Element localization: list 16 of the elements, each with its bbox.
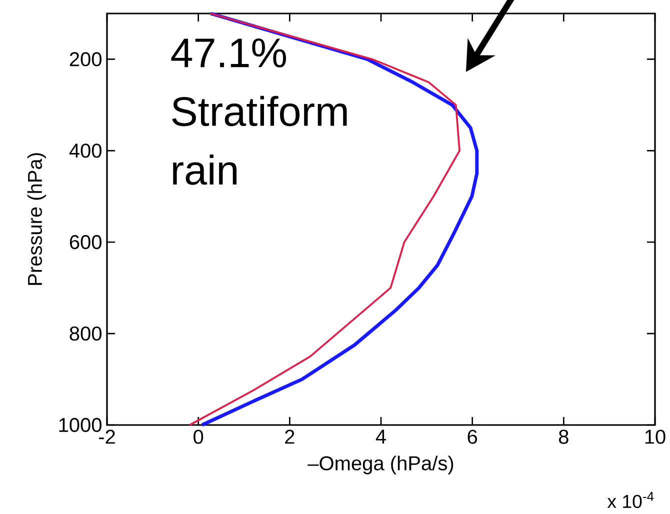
y-tick-label: 600 bbox=[70, 235, 102, 250]
x-tick-label: 2 bbox=[285, 430, 294, 444]
y-axis-title: Pressure (hPa) bbox=[27, 153, 46, 285]
x-tick-label: 6 bbox=[468, 430, 478, 444]
y-tick-label: 1000 bbox=[59, 418, 102, 432]
y-tick-label: 400 bbox=[69, 144, 102, 158]
text: x 10$^{-4}$ bbox=[607, 492, 654, 508]
x-tick-label: 8 bbox=[558, 430, 568, 444]
x-tick-label: 0 bbox=[194, 430, 204, 444]
y-tick-label: 200 bbox=[70, 52, 102, 66]
x-tick-label: 10 bbox=[645, 430, 666, 444]
x-axis-title: –Omega (hPa/s) bbox=[308, 456, 454, 474]
x-tick-label: 4 bbox=[376, 430, 386, 444]
x-tick-label: -2 bbox=[98, 430, 115, 444]
annotation: 47.1% Stratiform rain bbox=[171, 38, 347, 185]
y-tick-label: 800 bbox=[70, 326, 102, 341]
